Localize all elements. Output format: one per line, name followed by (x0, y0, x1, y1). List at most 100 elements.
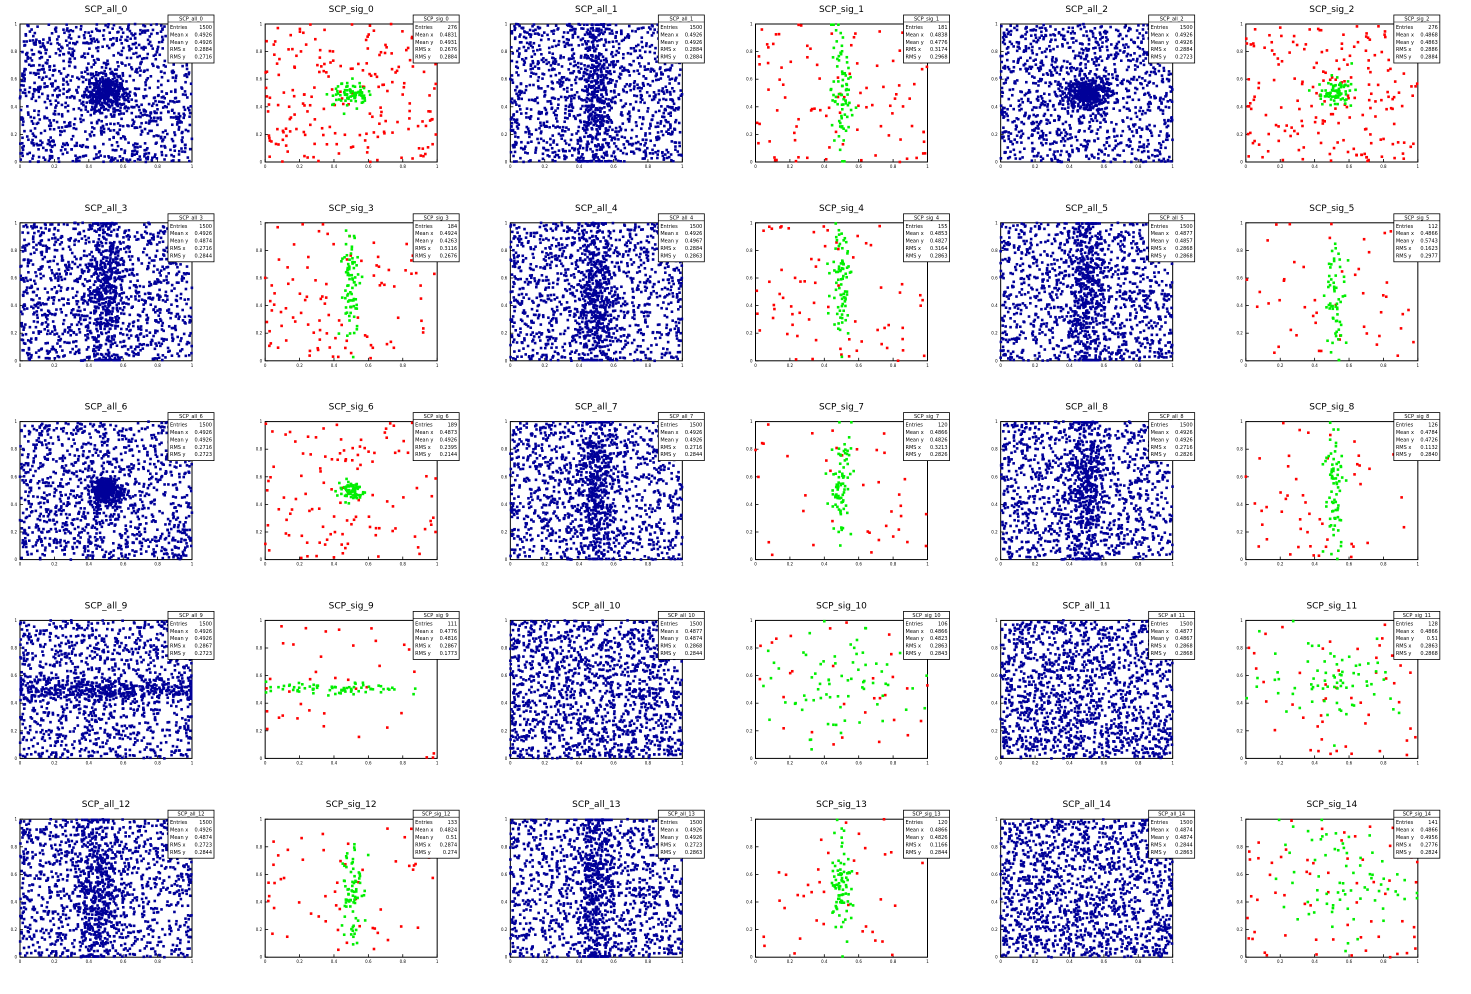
y-tick-label: 0.6 (746, 77, 753, 82)
data-point (630, 150, 633, 153)
data-point (660, 120, 663, 123)
data-point (602, 64, 605, 67)
data-point (181, 141, 184, 144)
data-point (669, 93, 672, 96)
data-point (33, 109, 36, 112)
panel-title: SCP_all_0 (85, 5, 128, 15)
data-point (116, 160, 119, 163)
panel-SCP_all_1: SCP_all_1000.20.20.40.40.60.60.80.811SCP… (501, 5, 704, 169)
data-point (1043, 92, 1046, 95)
data-point (101, 93, 104, 96)
data-point (555, 74, 558, 77)
data-point (376, 159, 379, 162)
data-point (1139, 118, 1142, 121)
data-point (102, 90, 105, 93)
data-point (643, 157, 646, 160)
data-point (96, 38, 99, 41)
data-point (669, 67, 672, 70)
data-point (554, 151, 557, 154)
data-point (46, 85, 49, 88)
x-tick-label: 1 (436, 164, 439, 169)
data-point (79, 99, 82, 102)
data-point (41, 93, 44, 96)
data-point (524, 69, 527, 72)
data-point (144, 46, 147, 49)
data-point (589, 148, 592, 151)
data-point (401, 30, 404, 33)
data-point (127, 107, 130, 110)
data-point (657, 101, 660, 104)
data-point (146, 57, 149, 60)
data-point (845, 129, 848, 132)
data-point (22, 120, 25, 123)
data-point (299, 30, 302, 33)
data-point (64, 102, 67, 105)
data-point (115, 83, 118, 86)
data-point (595, 65, 598, 68)
data-point (518, 93, 521, 96)
data-point (1003, 43, 1006, 46)
data-point (516, 110, 519, 113)
data-point (27, 138, 30, 141)
data-point (405, 49, 408, 52)
data-point (512, 114, 515, 117)
data-point (546, 154, 549, 157)
data-point (1000, 61, 1003, 64)
data-point (548, 126, 551, 129)
data-point (60, 130, 63, 133)
data-point (119, 82, 122, 85)
data-point (577, 114, 580, 117)
data-point (523, 36, 526, 39)
data-point (68, 36, 71, 39)
data-point (87, 62, 90, 65)
stats-label: Mean x (906, 32, 924, 38)
data-point (613, 91, 616, 94)
data-point (380, 111, 383, 114)
data-point (653, 70, 656, 73)
data-point (1036, 25, 1039, 28)
data-point (46, 41, 49, 44)
data-point (118, 128, 121, 131)
data-point (384, 44, 387, 47)
data-point (679, 68, 682, 71)
data-point (649, 139, 652, 142)
data-point (289, 118, 292, 121)
y-tick-label: 0 (750, 160, 753, 165)
data-point (126, 57, 129, 60)
data-point (57, 101, 60, 104)
data-point (555, 24, 558, 27)
data-point (92, 37, 95, 40)
data-point (591, 141, 594, 144)
data-point (574, 147, 577, 150)
data-point (598, 39, 601, 42)
data-point (115, 39, 118, 42)
data-point (552, 62, 555, 65)
data-point (650, 67, 653, 70)
data-point (557, 63, 560, 66)
data-point (1011, 143, 1014, 146)
data-point (585, 149, 588, 152)
data-point (545, 113, 548, 116)
data-point (593, 69, 596, 72)
data-point (137, 158, 140, 161)
data-point (667, 151, 670, 154)
data-point (564, 108, 567, 111)
data-point (105, 123, 108, 126)
data-point (758, 55, 761, 58)
data-point (378, 122, 381, 125)
data-point (105, 102, 108, 105)
data-point (673, 90, 676, 93)
data-point (110, 90, 113, 93)
data-point (351, 77, 354, 80)
y-tick-label: 0.8 (501, 49, 508, 54)
data-point (361, 92, 364, 95)
data-point (922, 152, 925, 155)
data-point (171, 123, 174, 126)
data-point (157, 135, 160, 138)
data-point (633, 82, 636, 85)
data-point (38, 156, 41, 159)
data-point (528, 136, 531, 139)
data-point (133, 146, 136, 149)
data-point (550, 107, 553, 110)
data-point (86, 96, 89, 99)
